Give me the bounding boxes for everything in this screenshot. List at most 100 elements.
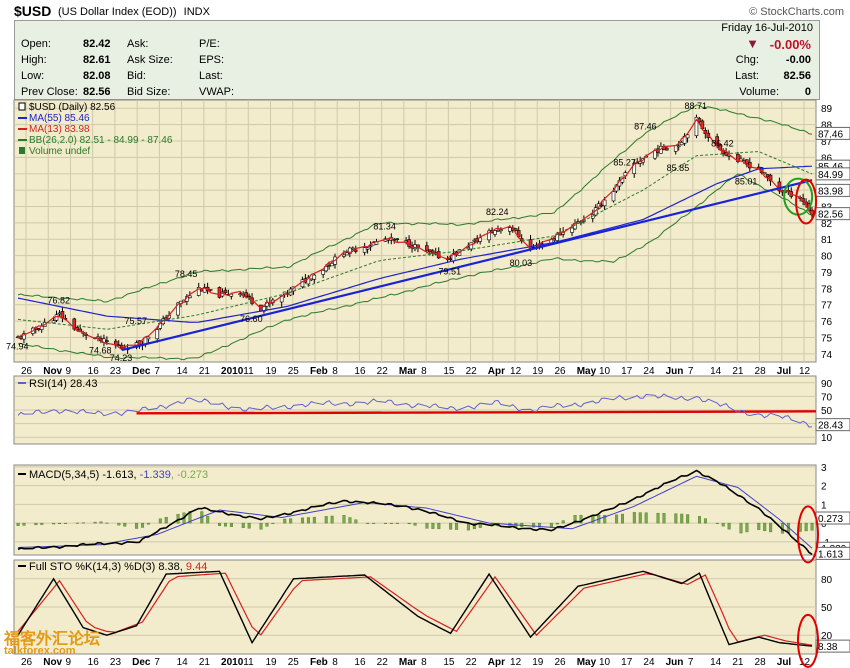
macd-histogram-bar xyxy=(579,515,583,524)
price-x-tick-label: 26 xyxy=(21,366,33,377)
macd-histogram-bar xyxy=(141,522,145,528)
price-annotation: 80.03 xyxy=(510,258,533,268)
candle-body xyxy=(448,258,453,260)
candle-body xyxy=(188,295,192,298)
candle-body xyxy=(395,238,400,240)
candle-body xyxy=(602,199,607,207)
ask-label: Ask: xyxy=(127,38,149,50)
price-y-tick-label: 75 xyxy=(821,333,833,344)
legend-volume-swatch xyxy=(19,147,25,154)
price-annotation: 74.68 xyxy=(89,346,112,356)
candle-body xyxy=(342,254,346,257)
macd-legend: MACD(5,34,5) -1.613, -1.339, -0.273 xyxy=(18,469,208,481)
sto-x-tick-label: 16 xyxy=(354,657,366,668)
sto-red-circle-annotation xyxy=(797,613,819,668)
symbol-title: $USD xyxy=(14,3,52,19)
price-x-tick-label: 10 xyxy=(599,366,611,377)
open-value: 82.42 xyxy=(83,38,111,50)
sto-x-tick-label: Jun xyxy=(666,657,684,668)
price-x-tick-label: 16 xyxy=(88,366,100,377)
macd-histogram-bar xyxy=(16,522,20,526)
macd-histogram-bar xyxy=(757,522,761,530)
candle-body xyxy=(105,340,109,343)
candle-body xyxy=(312,274,317,280)
macd-histogram-bar xyxy=(555,522,559,525)
rsi-support-line xyxy=(136,410,817,415)
price-x-tick-label: 21 xyxy=(199,366,211,377)
last-price-value: 82.56 xyxy=(783,70,811,82)
macd-histogram-bar xyxy=(603,515,607,524)
macd-histogram-bar xyxy=(158,518,162,524)
candle-body xyxy=(694,116,699,136)
watermark-cn: 福客外汇论坛 xyxy=(4,629,101,648)
legend-bb-label: BB(26,2.0) 82.51 - 84.99 - 87.46 xyxy=(29,135,173,146)
pct-change: -0.00% xyxy=(769,37,811,52)
pe-label: P/E: xyxy=(199,38,220,50)
candle-body xyxy=(653,150,657,159)
symbol-description: (US Dollar Index (EOD)) INDX xyxy=(58,6,210,18)
price-y-tick-label: 88 xyxy=(821,121,833,132)
candle-body xyxy=(244,292,248,297)
macd-histogram-bar xyxy=(354,519,358,524)
macd-histogram-bar xyxy=(283,518,287,524)
macd-histogram-bar xyxy=(64,522,68,524)
price-annotation: 74.94 xyxy=(6,341,29,351)
prev-close-value: 82.56 xyxy=(83,86,111,98)
candle-body xyxy=(679,142,684,146)
price-annotation: 86.42 xyxy=(711,138,734,148)
macd-histogram-bar xyxy=(52,522,56,525)
sto-y-tick-label: 50 xyxy=(821,603,833,614)
price-x-tick-label: 15 xyxy=(443,366,455,377)
macd-histogram-bar xyxy=(271,522,275,524)
macd-histogram-bar xyxy=(75,522,79,524)
bb-lower-line xyxy=(17,173,813,361)
candle-body xyxy=(496,230,500,232)
candle-body xyxy=(745,159,749,165)
macd-histogram-bar xyxy=(223,522,227,527)
sto-x-tick-label: 7 xyxy=(688,657,694,668)
candle-body xyxy=(217,287,222,298)
watermark-en: talkforex.com xyxy=(4,645,76,657)
macd-signal-line xyxy=(17,475,813,549)
candle-body xyxy=(327,264,331,267)
eps-label: EPS: xyxy=(199,54,225,66)
macd-histogram-bar xyxy=(638,512,642,524)
price-y-tick-label: 87 xyxy=(821,137,833,148)
macd-histogram-bar xyxy=(40,522,44,525)
legend-macd-hist: , -0.273 xyxy=(171,469,208,481)
candle-body xyxy=(472,239,477,242)
candle-body xyxy=(721,150,725,154)
rsi-line xyxy=(17,393,813,428)
rsi-right-value-box xyxy=(815,418,850,432)
macd-histogram-bar xyxy=(146,522,150,525)
macd-histogram-bar xyxy=(698,516,702,524)
price-x-tick-label: 2010 xyxy=(221,366,244,377)
macd-histogram-bar xyxy=(769,522,773,533)
ask-size-label: Ask Size: xyxy=(127,54,173,66)
sto-x-tick-label: 17 xyxy=(621,657,633,668)
price-right-value-box xyxy=(815,126,850,140)
sto-x-tick-label: 28 xyxy=(755,657,767,668)
price-annotation: 87.46 xyxy=(634,121,657,131)
price-right-value-label: 87.46 xyxy=(818,129,843,140)
rsi-y-tick-label: 10 xyxy=(821,433,833,444)
candle-body xyxy=(57,312,62,315)
legend-macd-value: MACD(5,34,5) -1.613, xyxy=(29,469,140,481)
price-annotation: 75.57 xyxy=(125,316,148,326)
sto-x-tick-label: 12 xyxy=(799,657,811,668)
candle-body xyxy=(478,237,482,242)
price-y-tick-label: 80 xyxy=(821,252,833,263)
macd-histogram-bar xyxy=(455,522,459,530)
price-annotation: 76.60 xyxy=(240,314,263,324)
macd-histogram-bar xyxy=(117,522,121,526)
candle-body xyxy=(36,328,41,331)
last-label: Last: xyxy=(199,70,223,82)
macd-histogram-bar xyxy=(745,522,749,533)
sto-x-tick-label: 14 xyxy=(177,657,189,668)
candle-body xyxy=(425,245,429,251)
price-annotation: 78.45 xyxy=(175,269,198,279)
price-x-tick-label: 11 xyxy=(243,366,254,377)
candle-body xyxy=(348,247,352,254)
macd-y-tick-label: 3 xyxy=(821,463,827,474)
